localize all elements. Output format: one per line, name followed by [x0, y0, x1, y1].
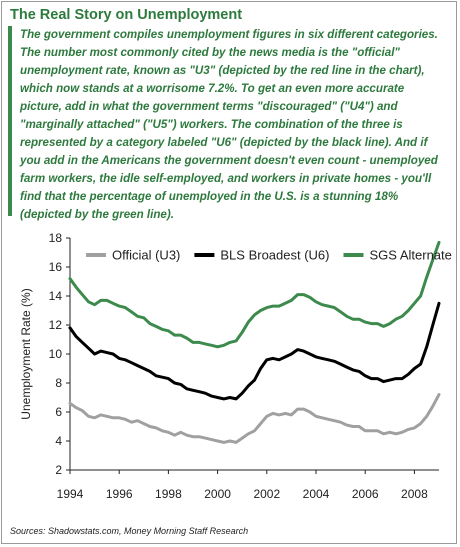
legend-label: BLS Broadest (U6)	[220, 248, 329, 263]
x-tick-label: 2004	[303, 487, 330, 501]
y-tick-label: 4	[55, 434, 62, 448]
x-tick-label: 2002	[253, 487, 280, 501]
x-tick-label: 2000	[204, 487, 231, 501]
y-tick-label: 6	[55, 405, 62, 419]
legend-label: Official (U3)	[112, 248, 180, 263]
series-line-1	[68, 393, 441, 444]
x-tick-label: 2008	[401, 487, 428, 501]
legend-label: SGS Alternate	[370, 248, 452, 263]
x-tick-label: 1996	[106, 487, 133, 501]
chart-series-group	[68, 240, 441, 444]
x-tick-label: 1998	[155, 487, 182, 501]
x-tick-label: 1994	[57, 487, 84, 501]
series-line-3	[68, 240, 441, 349]
y-tick-label: 10	[49, 347, 63, 361]
y-tick-label: 8	[55, 376, 62, 390]
chart-legend: Official (U3) BLS Broadest (U6) SGS Altern…	[86, 248, 452, 263]
y-tick-label: 14	[49, 289, 63, 303]
y-tick-label: 12	[49, 318, 63, 332]
y-tick-label: 16	[49, 260, 63, 274]
y-tick-label: 2	[55, 463, 62, 477]
y-axis-label: Unemployment Rate (%)	[19, 288, 33, 419]
sources-note: Sources: Shadowstats.com, Money Morning …	[10, 526, 249, 536]
page-title: The Real Story on Unemployment	[10, 7, 243, 23]
series-line-2	[68, 301, 441, 401]
y-tick-label: 18	[49, 231, 63, 245]
intro-text: The government compiles unemployment fig…	[20, 28, 438, 221]
unemployment-line-chart: 2 4 6 8 10 12 14 16 18 1994 1996 1998 2000 2002 2004 20…	[19, 231, 452, 501]
chart-axes: 2 4 6 8 10 12 14 16 18 1994 1996 1998 2000 2002 2004 20…	[19, 231, 439, 501]
x-tick-label: 2006	[352, 487, 379, 501]
intro-block: The government compiles unemployment fig…	[8, 26, 444, 221]
